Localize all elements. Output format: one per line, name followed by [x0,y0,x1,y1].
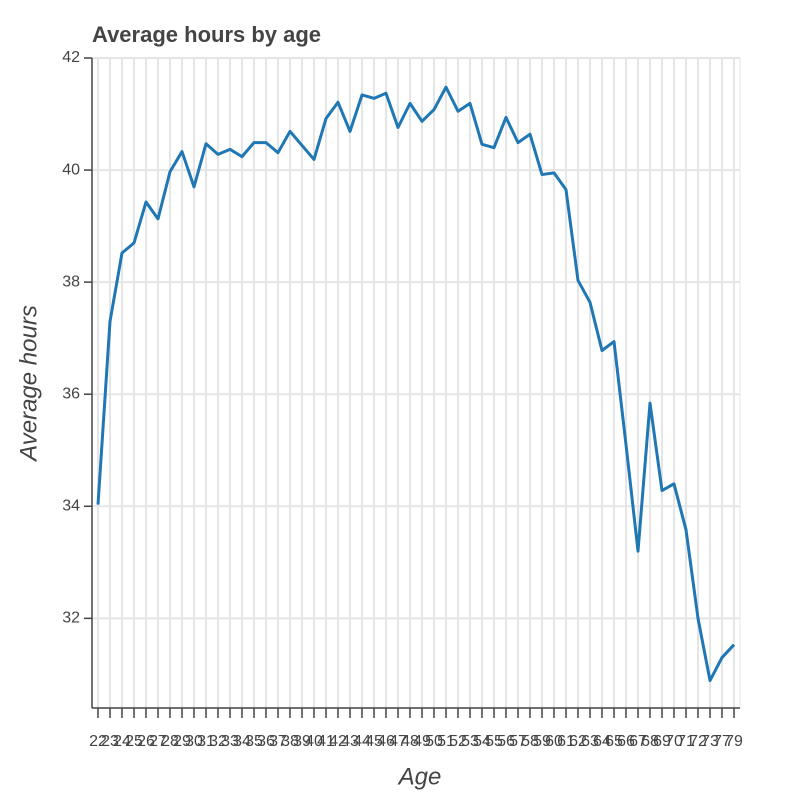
x-tick-label: 54 [473,733,491,750]
x-tick-label: 48 [401,733,419,750]
x-tick-label: 71 [677,733,695,750]
x-tick-label: 43 [341,733,359,750]
x-tick-label: 67 [629,733,647,750]
x-axis-label: Age [397,763,442,790]
x-tick-label: 53 [461,733,479,750]
x-tick-label: 40 [305,733,323,750]
x-tick-label: 60 [545,733,563,750]
x-tick-label: 55 [485,733,503,750]
chart-title: Average hours by age [92,22,321,47]
x-tick-label: 30 [185,733,203,750]
x-tick-label: 39 [293,733,311,750]
y-tick-label: 38 [62,273,80,290]
x-tick-label: 69 [653,733,671,750]
x-tick-label: 65 [605,733,623,750]
x-tick-label: 38 [281,733,299,750]
x-tick-label: 36 [257,733,275,750]
x-tick-label: 47 [389,733,407,750]
plot-frame [91,57,741,709]
x-tick-label: 64 [593,733,611,750]
x-tick-label: 70 [665,733,683,750]
x-tick-label: 79 [725,733,743,750]
x-tick-label: 22 [89,733,107,750]
x-tick-label: 59 [533,733,551,750]
y-axis-label: Average hours [15,305,42,463]
x-tick-label: 45 [365,733,383,750]
x-tick-label: 50 [425,733,443,750]
x-tick-label: 49 [413,733,431,750]
x-tick-label: 33 [221,733,239,750]
data-line [96,85,736,683]
x-tick-label: 58 [521,733,539,750]
x-tick-label: 52 [449,733,467,750]
x-tick-label: 29 [173,733,191,750]
x-tick-label: 44 [353,733,371,750]
x-tick-label: 34 [233,733,251,750]
x-tick-label: 31 [197,733,215,750]
x-tick-label: 56 [497,733,515,750]
y-tick-label: 34 [62,497,80,514]
x-tick-label: 35 [245,733,263,750]
x-tick-label: 37 [269,733,287,750]
x-tick-label: 72 [689,733,707,750]
x-tick-label: 27 [149,733,167,750]
x-tick-label: 41 [317,733,335,750]
x-tick-label: 62 [569,733,587,750]
x-tick-label: 66 [617,733,635,750]
x-tick-label: 57 [509,733,527,750]
x-tick-label: 63 [581,733,599,750]
x-tick-label: 28 [161,733,179,750]
x-tick-label: 77 [713,733,731,750]
x-tick-label: 68 [641,733,659,750]
x-tick-label: 46 [377,733,395,750]
y-tick-label: 40 [62,161,80,178]
y-tick-label: 32 [62,610,80,627]
x-tick-label: 24 [113,733,131,750]
x-tick-label: 26 [137,733,155,750]
x-tick-label: 23 [101,733,119,750]
y-tick-label: 42 [62,49,80,66]
x-tick-label: 32 [209,733,227,750]
x-tick-label: 73 [701,733,719,750]
x-tick-label: 61 [557,733,575,750]
x-tick-label: 42 [329,733,347,750]
x-tick-label: 25 [125,733,143,750]
x-tick-label: 51 [437,733,455,750]
y-tick-label: 36 [62,385,80,402]
